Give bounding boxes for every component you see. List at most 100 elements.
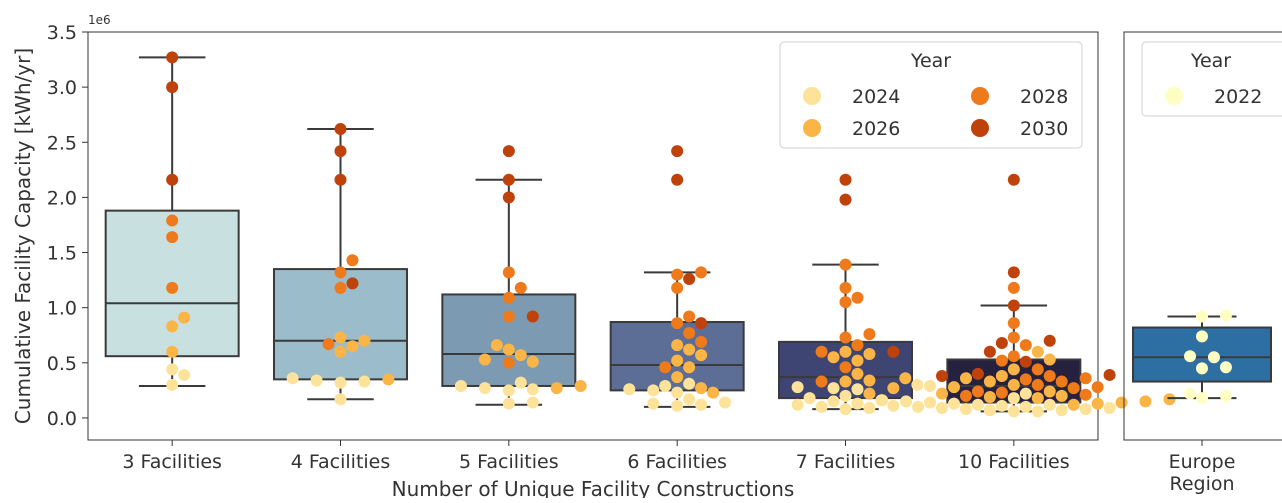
data-point-2024 bbox=[683, 377, 696, 390]
data-point-2026 bbox=[995, 370, 1008, 383]
data-point-2022 bbox=[1219, 389, 1232, 402]
legend-box bbox=[779, 41, 1083, 149]
side-legend-title: Year bbox=[1190, 50, 1231, 72]
y-tick-label: 0.0 bbox=[47, 408, 77, 430]
data-point-2028 bbox=[695, 335, 708, 348]
data-point-2028 bbox=[851, 339, 864, 352]
data-point-2030 bbox=[1103, 368, 1116, 381]
side-legend-marker-2022 bbox=[1165, 87, 1183, 105]
data-point-2024 bbox=[863, 402, 876, 415]
data-point-2030 bbox=[166, 51, 179, 64]
data-point-2026 bbox=[863, 374, 876, 387]
data-point-2024 bbox=[671, 386, 684, 399]
data-point-2024 bbox=[851, 397, 864, 410]
data-point-2030 bbox=[1043, 334, 1056, 347]
data-point-2022 bbox=[1196, 362, 1208, 375]
data-point-2026 bbox=[514, 349, 527, 362]
data-point-2030 bbox=[166, 173, 179, 186]
y-tick-label: 1.5 bbox=[47, 243, 77, 265]
data-point-2024 bbox=[683, 393, 696, 406]
data-point-2024 bbox=[924, 396, 937, 409]
data-point-2026 bbox=[851, 367, 864, 380]
data-point-2026 bbox=[166, 345, 179, 358]
data-point-2024 bbox=[502, 384, 515, 397]
data-point-2026 bbox=[839, 345, 852, 358]
data-point-2030 bbox=[695, 317, 708, 330]
data-point-2026 bbox=[550, 382, 563, 395]
x-axis-label: Number of Unique Facility Constructions bbox=[392, 477, 795, 498]
data-point-2028 bbox=[1067, 382, 1080, 395]
data-point-2024 bbox=[1019, 400, 1032, 413]
data-point-2026 bbox=[899, 372, 912, 385]
data-point-2024 bbox=[647, 384, 660, 397]
data-point-2024 bbox=[695, 398, 708, 411]
data-point-2024 bbox=[839, 389, 852, 402]
data-point-2024 bbox=[334, 393, 347, 406]
data-point-2026 bbox=[1007, 363, 1020, 376]
data-point-2028 bbox=[839, 281, 852, 294]
data-point-2030 bbox=[1019, 355, 1032, 368]
data-point-2028 bbox=[166, 231, 179, 244]
legend-label: 2026 bbox=[852, 118, 900, 140]
data-point-2026 bbox=[695, 382, 708, 395]
data-point-2026 bbox=[683, 361, 696, 374]
data-point-2024 bbox=[514, 376, 527, 389]
data-point-2028 bbox=[166, 281, 179, 294]
data-point-2028 bbox=[671, 281, 684, 294]
x-tick-label: 4 Facilities bbox=[291, 451, 391, 473]
data-point-2028 bbox=[166, 214, 179, 227]
y-axis-label: Cumulative Facility Capacity [kWh/yr] bbox=[11, 48, 35, 424]
data-point-2024 bbox=[887, 399, 900, 412]
x-tick-label: 10 Facilities bbox=[958, 451, 1070, 473]
data-point-2024 bbox=[166, 378, 179, 391]
data-point-2024 bbox=[478, 382, 491, 395]
data-point-2026 bbox=[1091, 397, 1104, 410]
data-point-2030 bbox=[1007, 266, 1020, 279]
data-point-2026 bbox=[683, 343, 696, 356]
legend-title: Year bbox=[910, 50, 951, 72]
data-point-2022 bbox=[1196, 392, 1208, 405]
data-point-2026 bbox=[1007, 378, 1020, 391]
side-x-tick-label: Europe bbox=[1169, 451, 1236, 473]
data-point-2024 bbox=[959, 403, 972, 416]
data-point-2030 bbox=[526, 310, 539, 323]
data-point-2028 bbox=[863, 328, 876, 341]
data-point-2024 bbox=[178, 368, 191, 381]
side-axes-frame bbox=[1123, 31, 1282, 441]
data-point-2028 bbox=[971, 385, 984, 398]
data-point-2030 bbox=[334, 145, 347, 158]
data-point-2026 bbox=[502, 343, 515, 356]
y-tick-label: 2.5 bbox=[47, 132, 77, 154]
data-point-2028 bbox=[1043, 370, 1056, 383]
data-point-2028 bbox=[502, 291, 515, 304]
data-point-2030 bbox=[334, 123, 347, 136]
data-point-2026 bbox=[358, 334, 371, 347]
data-point-2028 bbox=[1007, 317, 1020, 330]
data-point-2030 bbox=[346, 277, 359, 290]
data-point-2024 bbox=[310, 374, 323, 387]
data-point-2024 bbox=[936, 402, 949, 415]
data-point-2024 bbox=[924, 379, 937, 392]
data-point-2024 bbox=[647, 397, 660, 410]
data-point-2028 bbox=[1019, 373, 1032, 386]
data-point-2026 bbox=[671, 371, 684, 384]
data-point-2030 bbox=[671, 173, 684, 186]
data-point-2022 bbox=[1219, 361, 1232, 374]
data-point-2024 bbox=[502, 397, 515, 410]
data-point-2024 bbox=[1019, 387, 1032, 400]
y-scale-label: 1e6 bbox=[88, 13, 111, 27]
legend-label: 2030 bbox=[1020, 118, 1068, 140]
data-point-2028 bbox=[1007, 350, 1020, 363]
legend-label: 2024 bbox=[852, 86, 900, 108]
y-tick-label: 2.0 bbox=[47, 187, 77, 209]
data-point-2028 bbox=[839, 361, 852, 374]
data-point-2024 bbox=[1055, 404, 1068, 417]
data-point-2026 bbox=[382, 373, 395, 386]
data-point-2026 bbox=[695, 349, 708, 362]
legend-marker-2024 bbox=[803, 87, 821, 105]
data-point-2028 bbox=[839, 331, 852, 344]
data-point-2024 bbox=[791, 398, 804, 411]
data-point-2030 bbox=[936, 370, 949, 383]
data-point-2028 bbox=[995, 386, 1008, 399]
